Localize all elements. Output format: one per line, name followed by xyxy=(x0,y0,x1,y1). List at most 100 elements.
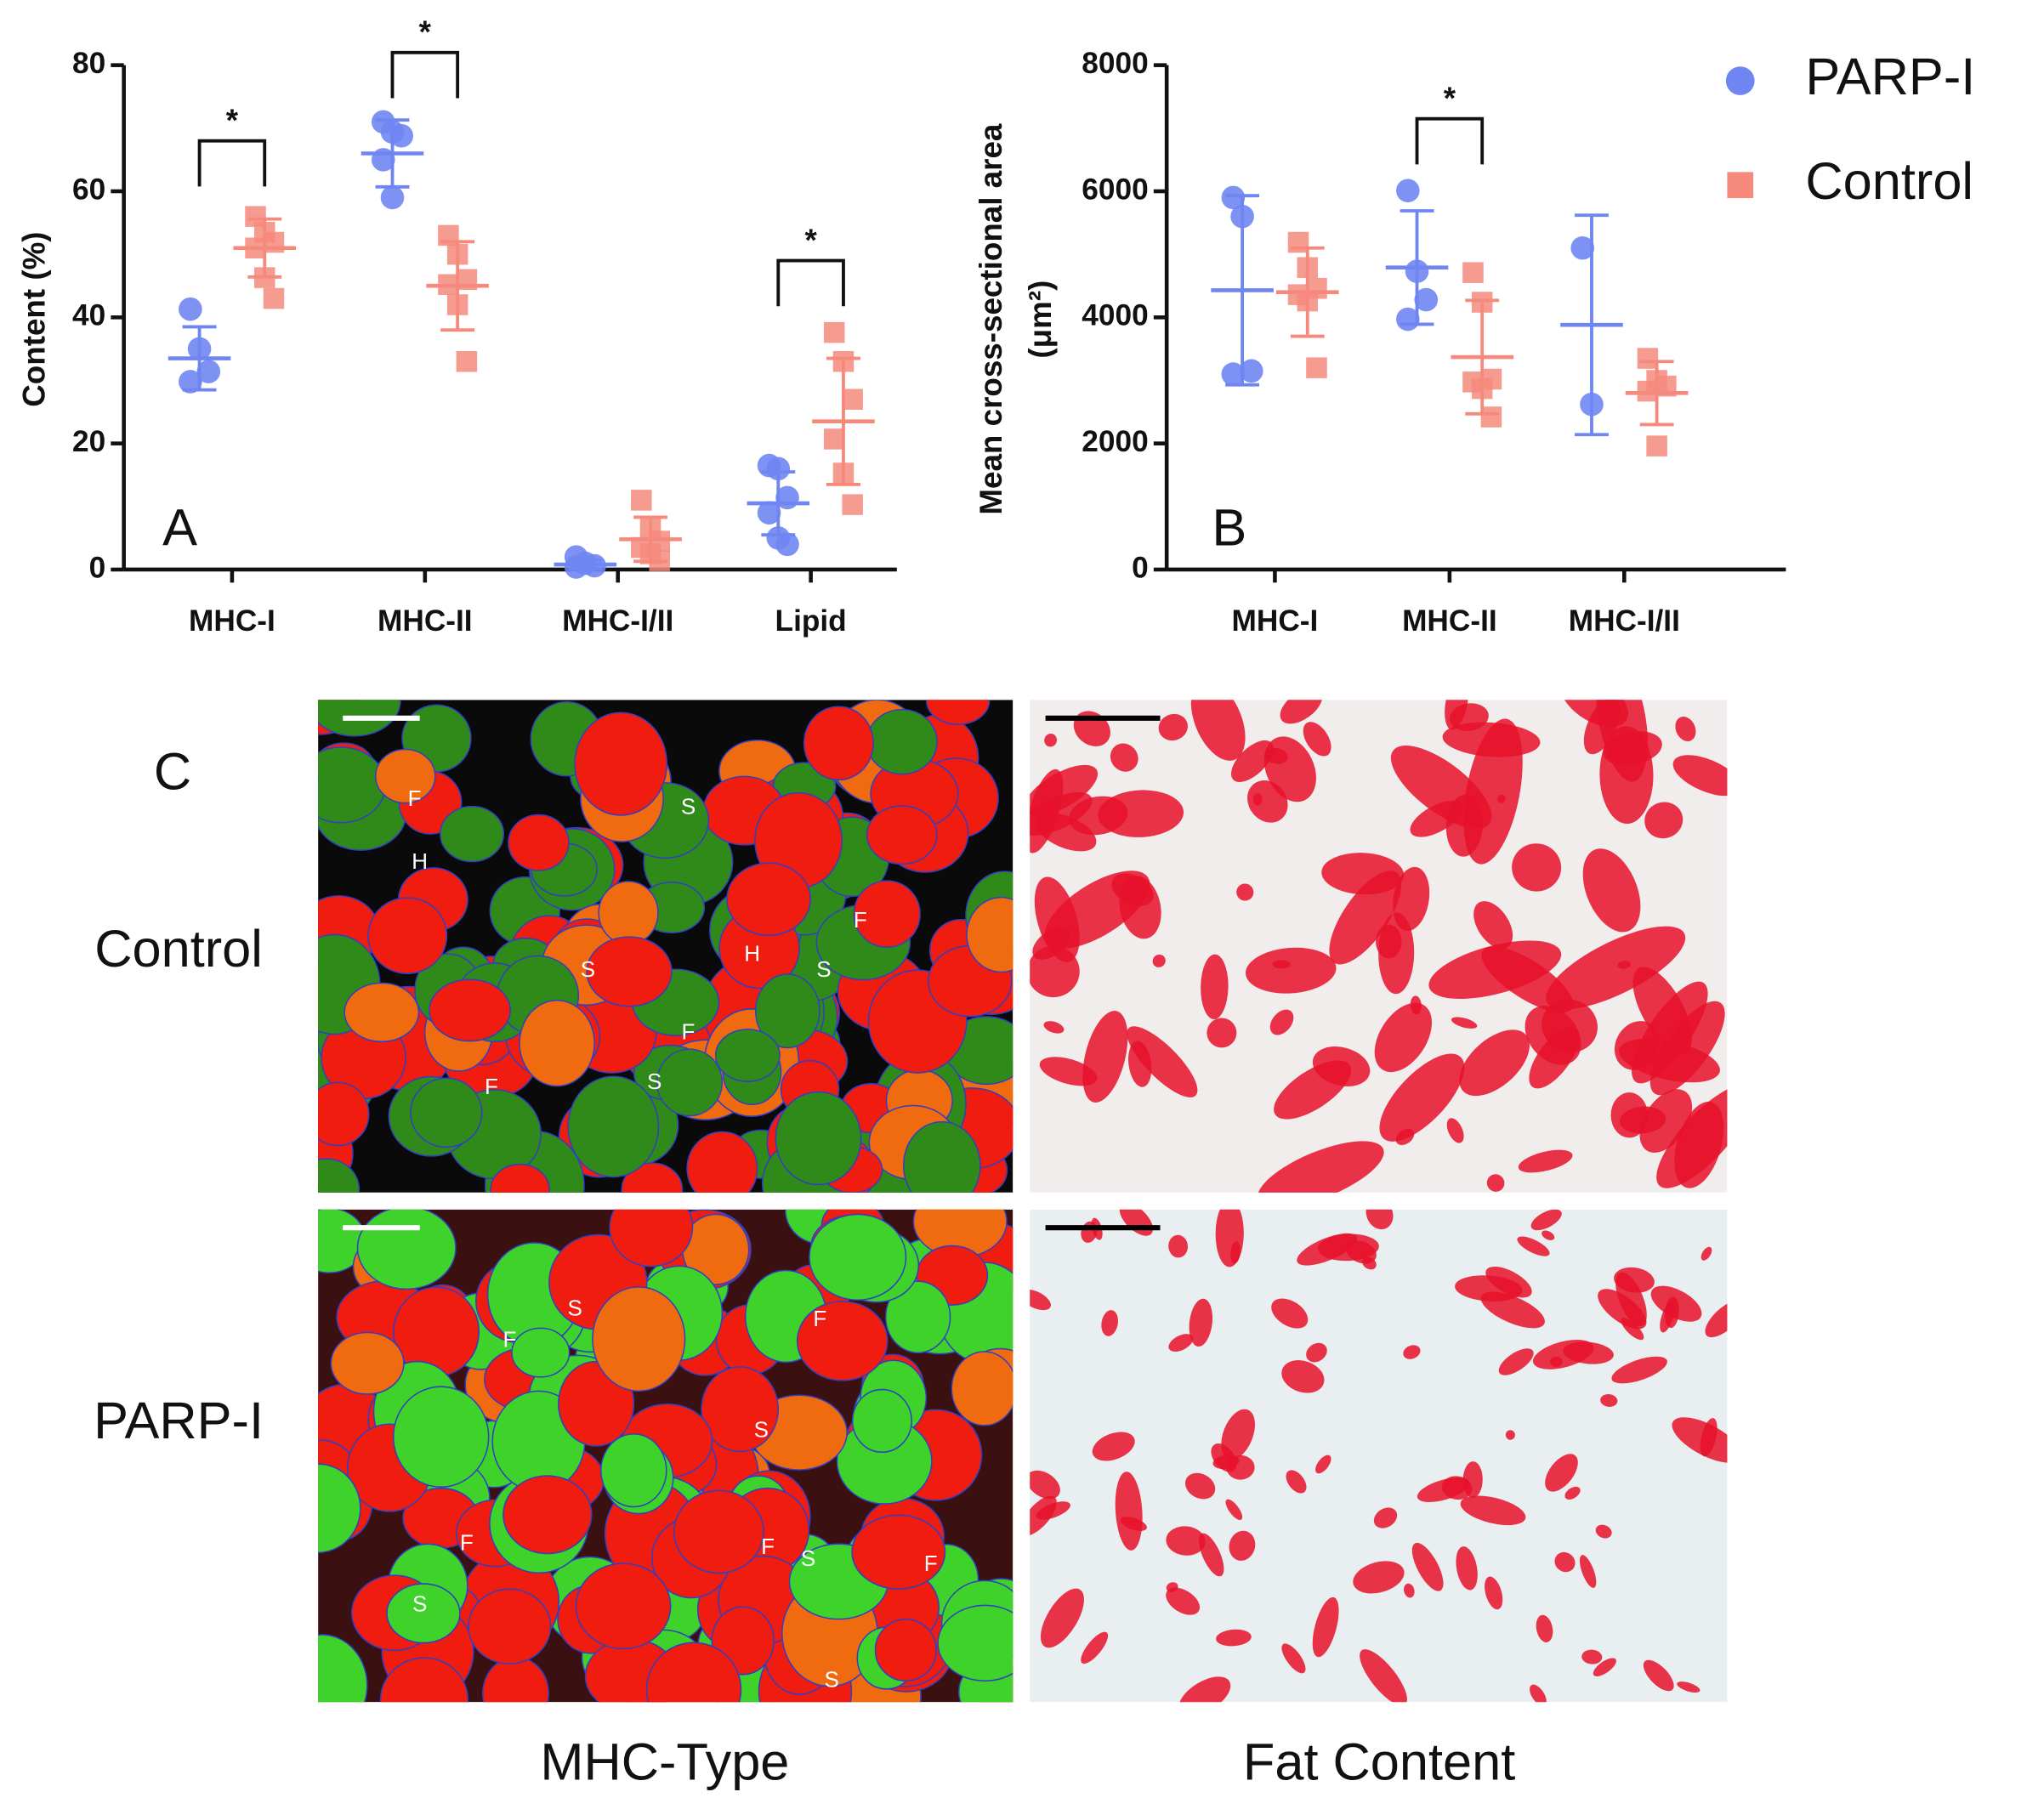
data-point xyxy=(196,360,221,383)
fat-deposit xyxy=(1560,700,1628,728)
fat-deposit xyxy=(1395,1128,1415,1146)
fiber xyxy=(490,1163,550,1193)
fiber xyxy=(592,1286,686,1392)
fat-deposit xyxy=(1411,1542,1444,1591)
fat-deposit xyxy=(1184,1472,1216,1500)
panel-label: C xyxy=(154,741,191,800)
fat-deposit xyxy=(1485,1266,1532,1298)
fat-deposit xyxy=(1297,1233,1358,1266)
fat-deposit xyxy=(1530,1684,1547,1703)
fat-deposit xyxy=(1512,843,1562,892)
fiber xyxy=(318,700,401,737)
data-point xyxy=(842,388,863,411)
data-point xyxy=(823,321,845,343)
fat-deposit xyxy=(1286,1470,1307,1494)
cell-label: S xyxy=(581,956,595,982)
y-tick-label: 6000 xyxy=(1082,173,1148,206)
fiber xyxy=(318,1463,361,1554)
fat-deposit xyxy=(1403,1345,1421,1359)
fiber xyxy=(609,1209,694,1267)
fat-deposit xyxy=(1564,1486,1581,1500)
sd-bar xyxy=(1575,213,1609,437)
data-point xyxy=(1637,348,1659,369)
micrographs xyxy=(318,700,1728,1703)
fiber xyxy=(511,1327,571,1378)
legend-marker xyxy=(1725,66,1755,95)
fat-deposit xyxy=(1473,901,1513,950)
cell-label: F xyxy=(485,1074,498,1099)
data-point xyxy=(389,123,414,148)
cell-label: F xyxy=(682,1019,696,1045)
significance-bracket xyxy=(776,258,845,307)
fiber xyxy=(775,1091,862,1186)
fiber xyxy=(392,1386,490,1488)
data-point xyxy=(1462,262,1484,283)
fat-deposit xyxy=(1207,1018,1237,1048)
cell-label: S xyxy=(567,1296,582,1321)
fat-deposit xyxy=(1674,1101,1724,1188)
fiber xyxy=(645,1642,742,1703)
fat-deposit xyxy=(1581,1649,1603,1664)
panel-label: B xyxy=(1212,498,1246,557)
fiber xyxy=(809,1213,907,1301)
cell-label: H xyxy=(744,941,760,967)
data-point xyxy=(1221,185,1246,210)
fat-deposit xyxy=(1450,703,1489,731)
cell-label: S xyxy=(801,1545,815,1571)
fat-deposit xyxy=(1120,1517,1147,1531)
fat-deposit xyxy=(1081,1631,1109,1664)
legend-label: Control xyxy=(1805,151,1973,210)
data-point xyxy=(1480,406,1502,428)
fat-deposit xyxy=(1677,1681,1700,1693)
significance-bracket xyxy=(197,139,267,187)
cell-label: F xyxy=(761,1534,775,1559)
fiber xyxy=(656,1048,723,1117)
fat-deposit xyxy=(1269,1009,1294,1035)
fiber xyxy=(754,973,820,1049)
fiber xyxy=(575,1562,672,1650)
fat-deposit xyxy=(1190,700,1246,761)
data-point xyxy=(1221,362,1246,386)
fat-deposit xyxy=(1353,1561,1405,1594)
fat-deposit xyxy=(1199,1533,1224,1577)
fiber xyxy=(796,1301,889,1381)
sd-bar xyxy=(1400,209,1434,326)
fat-deposit xyxy=(1030,1289,1051,1311)
x-tick-label: Lipid xyxy=(775,604,847,638)
cell-label: S xyxy=(647,1069,661,1094)
fat-deposit xyxy=(1611,1356,1667,1384)
cell-label: S xyxy=(824,1667,838,1693)
fat-deposit xyxy=(1263,736,1316,802)
fat-deposit xyxy=(1451,1017,1478,1029)
data-point xyxy=(775,532,799,557)
fat-deposit xyxy=(1649,1001,1725,1096)
fat-deposit xyxy=(1044,870,1150,949)
y-tick-label: 8000 xyxy=(1082,47,1148,80)
fiber xyxy=(482,1656,549,1703)
fat-deposit xyxy=(1221,1409,1255,1460)
fiber xyxy=(902,1120,981,1193)
micrograph xyxy=(318,700,1013,1193)
row-label: PARP-I xyxy=(94,1391,264,1449)
fat-deposit xyxy=(1545,1454,1578,1492)
fat-deposit xyxy=(1127,1026,1198,1097)
fat-deposit xyxy=(1258,1141,1384,1193)
fiber xyxy=(330,1331,405,1395)
data-point xyxy=(380,185,405,210)
fat-deposit xyxy=(1216,1629,1252,1647)
cell-label: S xyxy=(681,793,696,819)
significance-label: * xyxy=(226,103,239,138)
fiber xyxy=(866,708,938,775)
y-axis-label: Content (%) xyxy=(17,231,52,406)
fat-deposit xyxy=(1229,1530,1256,1561)
fat-deposit xyxy=(1550,1356,1563,1368)
fat-deposit xyxy=(1092,1432,1135,1461)
micrograph xyxy=(1030,1209,1728,1703)
fiber xyxy=(925,700,991,725)
fat-deposit xyxy=(1446,1118,1464,1143)
fat-deposit xyxy=(1082,1011,1128,1103)
fat-deposit xyxy=(1610,1092,1648,1138)
fat-deposit xyxy=(1226,1455,1255,1480)
fat-deposit xyxy=(1178,1676,1231,1703)
x-tick-label: MHC-I/II xyxy=(562,604,673,638)
